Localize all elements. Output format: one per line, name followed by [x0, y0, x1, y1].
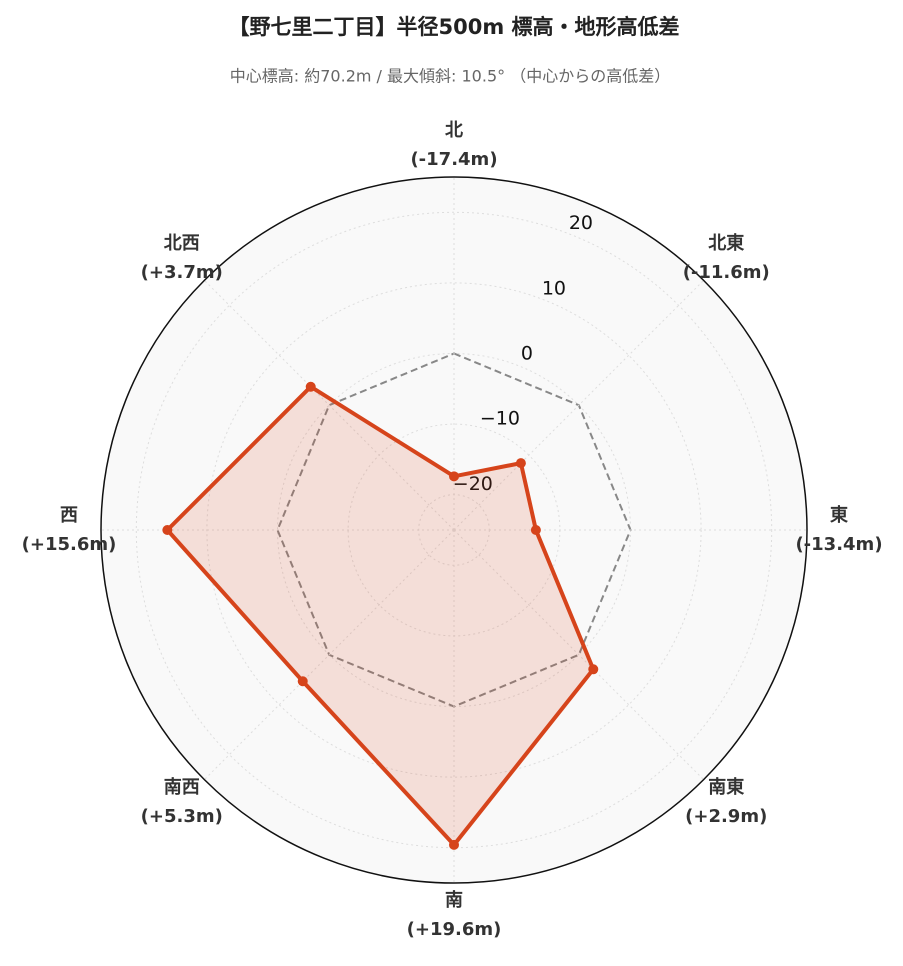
r-tick-label: −20 — [453, 473, 493, 495]
spoke — [204, 529, 455, 780]
axis-label: 北東 — [708, 232, 744, 254]
value-label: (+19.6m) — [407, 919, 502, 940]
r-tick-label: 20 — [569, 212, 593, 234]
point — [515, 458, 526, 469]
r-tick-label: 10 — [542, 277, 566, 299]
grid-circle — [135, 211, 773, 849]
r-tick-label: −10 — [480, 408, 520, 430]
outer-ring — [100, 176, 808, 884]
axis-label: 北 — [445, 120, 463, 141]
r-tick-label: 0 — [521, 343, 533, 365]
axis-label: 南西 — [164, 776, 200, 798]
value-label: (-13.4m) — [795, 534, 882, 555]
spoke — [453, 280, 704, 531]
point — [297, 676, 308, 687]
value-label: (-17.4m) — [410, 149, 497, 170]
value-label: (+15.6m) — [22, 534, 117, 555]
axis-label: 西 — [60, 505, 78, 526]
point — [588, 664, 599, 675]
value-label: (+3.7m) — [141, 262, 223, 283]
axis-label: 北西 — [164, 233, 200, 254]
value-label: (+5.3m) — [141, 806, 223, 827]
value-label: (+2.9m) — [685, 806, 767, 827]
axis-label: 南 — [445, 889, 463, 911]
chart-subtitle: 中心標高: 約70.2m / 最大傾斜: 10.5° （中心からの高低差） — [230, 67, 670, 86]
spoke — [453, 529, 704, 780]
spoke — [204, 280, 455, 531]
point — [305, 381, 316, 392]
value-label: (-11.6m) — [683, 262, 770, 283]
grid-circle — [206, 282, 702, 778]
axis-label: 南東 — [708, 776, 744, 798]
point — [162, 525, 173, 535]
point — [449, 471, 459, 482]
axis-label: 東 — [830, 504, 848, 526]
point — [530, 525, 541, 535]
chart-title: 【野七里二丁目】半径500m 標高・地形高低差 — [228, 15, 679, 39]
point — [449, 839, 459, 850]
